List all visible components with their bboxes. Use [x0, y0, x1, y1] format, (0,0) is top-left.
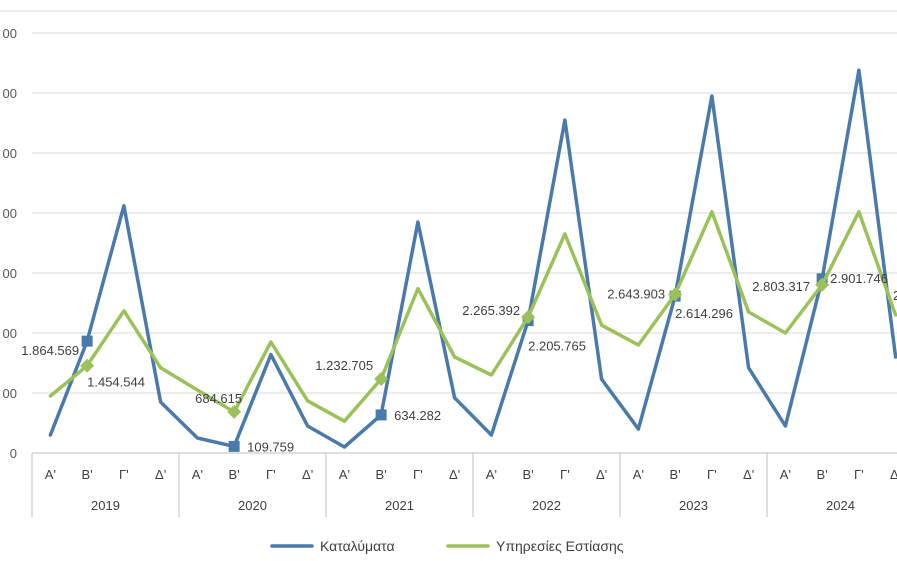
year-label: 2023: [679, 498, 708, 513]
data-point-marker: [375, 409, 387, 421]
data-label-cropped: 2: [893, 288, 897, 303]
quarter-label: Γ': [707, 467, 717, 482]
legend-item-food-services[interactable]: Υπηρεσίες Εστίασης: [446, 538, 624, 554]
data-label: 2.643.903: [607, 286, 665, 301]
data-point-marker: [815, 277, 830, 292]
quarter-label: Α': [192, 467, 203, 482]
data-label: 2.205.765: [528, 339, 586, 354]
quarter-label: Β': [376, 467, 387, 482]
gridlines: [0, 10, 897, 394]
quarter-label: Γ': [854, 467, 864, 482]
y-tick-label: 00: [3, 386, 17, 401]
data-point-marker: [521, 310, 536, 325]
data-label: 1.454.544: [87, 375, 145, 390]
data-point-marker: [81, 335, 93, 347]
quarter-label: Α': [486, 467, 497, 482]
y-tick-label: 00: [3, 26, 17, 41]
quarter-label: Γ': [560, 467, 570, 482]
legend-label: Υπηρεσίες Εστίασης: [496, 538, 624, 554]
y-tick-label: 00: [3, 266, 17, 281]
quarter-label: Γ': [413, 467, 423, 482]
quarter-label: Δ': [596, 467, 607, 482]
series-line-accommodation: [48, 68, 897, 449]
quarter-label: Δ': [302, 467, 313, 482]
data-label: 2.614.296: [675, 306, 733, 321]
data-label: 2.803.317: [752, 279, 810, 294]
quarter-label: Α': [633, 467, 644, 482]
quarter-label: Δ': [743, 467, 754, 482]
series-line-food-services: [48, 210, 897, 423]
x-axis: Α' Β' Γ' Δ' Α' Β' Γ' Δ' Α' Β' Γ' Δ' Α' Β' Γ' Δ' Α' Β' Γ' Δ'…: [31, 452, 897, 517]
y-tick-label: 00: [3, 206, 17, 221]
quarter-label: Β': [817, 467, 828, 482]
year-label: 2021: [385, 498, 414, 513]
data-label: 684.615: [195, 391, 242, 406]
year-label: 2019: [91, 498, 120, 513]
data-label: 2.265.392: [462, 303, 520, 318]
quarter-label: Δ': [155, 467, 166, 482]
quarter-label: Γ': [119, 467, 129, 482]
quarter-label: Γ': [266, 467, 276, 482]
data-point-marker: [228, 440, 240, 452]
year-label: 2020: [238, 498, 267, 513]
quarter-label: Α': [45, 467, 56, 482]
legend[interactable]: Καταλύματα Υπηρεσίες Εστίασης: [270, 538, 624, 554]
data-labels: 1.864.569 109.759 634.282 2.205.765 2.614.29…: [21, 271, 897, 455]
data-label: 1.232.705: [315, 358, 373, 373]
y-tick-label: 00: [3, 86, 17, 101]
quarter-label: Β': [670, 467, 681, 482]
series-lines: [48, 68, 897, 452]
quarter-label: Δ': [449, 467, 460, 482]
data-label: 109.759: [247, 439, 294, 454]
data-point-marker: [374, 372, 389, 387]
quarter-label: Δ': [890, 467, 897, 482]
data-point-marker: [80, 358, 95, 373]
data-label: 1.864.569: [21, 343, 79, 358]
data-point-marker: [668, 287, 683, 302]
data-label: 2.901.746: [830, 271, 888, 286]
data-label: 634.282: [394, 408, 441, 423]
y-tick-label: 00: [3, 326, 17, 341]
quarter-label: Β': [229, 467, 240, 482]
quarter-label: Α': [780, 467, 791, 482]
quarter-label: Β': [82, 467, 93, 482]
quarter-label: Β': [523, 467, 534, 482]
y-tick-label: 00: [3, 146, 17, 161]
year-label: 2024: [826, 498, 855, 513]
quarter-label: Α': [339, 467, 350, 482]
y-tick-label: 0: [10, 446, 17, 461]
year-label: 2022: [532, 498, 561, 513]
legend-label: Καταλύματα: [320, 538, 395, 554]
data-point-marker: [227, 404, 242, 419]
legend-item-accommodation[interactable]: Καταλύματα: [270, 538, 395, 554]
